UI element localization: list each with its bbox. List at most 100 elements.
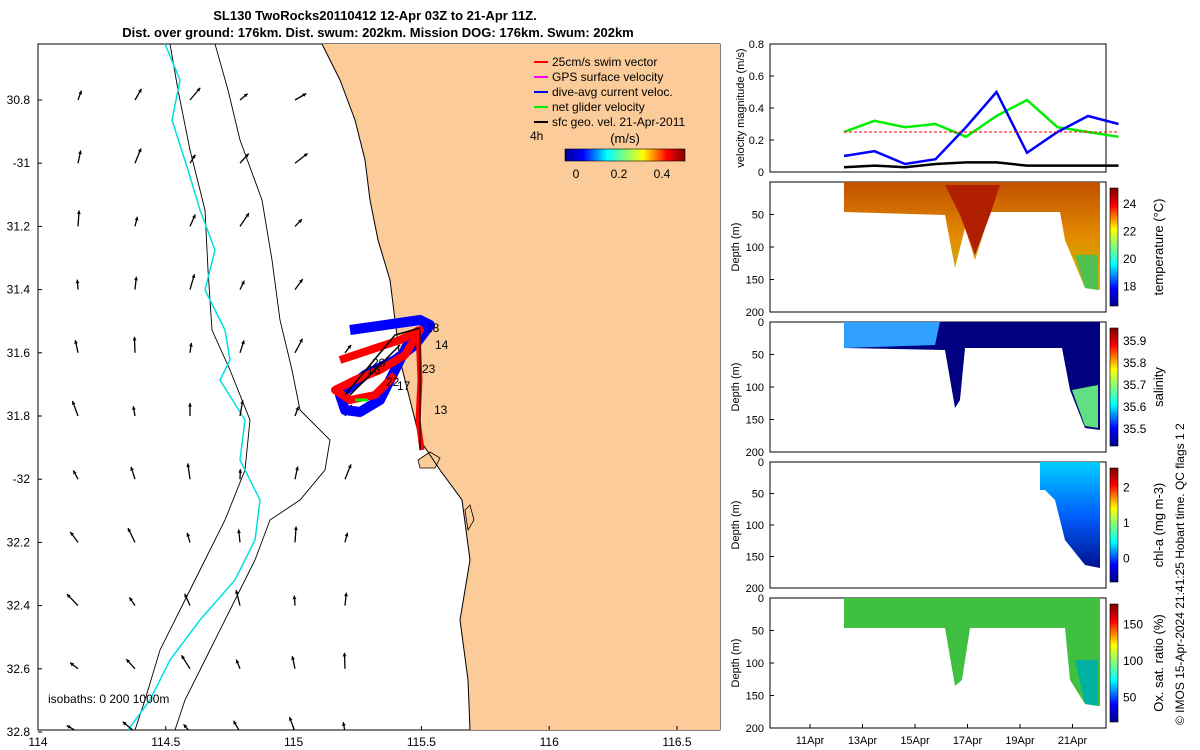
velocity-series-line (843, 98, 1119, 139)
velocity-arrowhead (132, 336, 137, 341)
depth-ytick: 100 (746, 242, 764, 254)
panel-colorbar (1109, 327, 1119, 447)
lat-tick-label: 31.2 (7, 219, 31, 233)
speed-colorbar (564, 148, 686, 162)
velocity-arrowhead (299, 338, 303, 343)
salinity-surface-patch (844, 322, 940, 348)
cyan-isobath (127, 44, 261, 730)
depth-section-fill (844, 598, 1100, 706)
depth-ytick: 0 (758, 593, 764, 605)
colorbar-tick-label: 0 (1123, 551, 1130, 565)
velocity-arrowhead (76, 210, 81, 215)
velocity-arrowhead (240, 400, 245, 405)
colorbar-title: chl-a (mg m-3) (1151, 483, 1166, 568)
legend-tag: 4h (530, 129, 543, 143)
depth-ylabel: Depth (m) (730, 501, 742, 550)
colorbar-tick-label: 35.7 (1123, 378, 1147, 392)
velocity-arrowhead (73, 470, 77, 475)
lat-tick-label: 32.6 (7, 662, 31, 676)
velocity-arrowhead (235, 659, 240, 664)
colorbar-tick-label: 150 (1123, 617, 1143, 631)
velocity-panel-frame (769, 43, 1107, 173)
velocity-arrowhead (344, 592, 348, 597)
date-tick-label: 13Apr (848, 735, 878, 747)
velocity-arrowhead (288, 716, 293, 721)
date-tick-label: 17Apr (953, 735, 983, 747)
velocity-arrowhead (134, 276, 138, 281)
colorbar-tick-label: 2 (1123, 481, 1130, 495)
velocity-arrowhead (293, 526, 298, 531)
colorbar-tick-label: 35.5 (1123, 422, 1147, 436)
velocity-arrowhead (137, 148, 142, 153)
date-tick-label: 21Apr (1058, 735, 1088, 747)
depth-ylabel: Depth (m) (730, 363, 742, 412)
depth-ytick: 150 (746, 275, 764, 287)
colorbar-tick: 0 (573, 167, 580, 181)
colorbar-tick-label: 35.6 (1123, 400, 1147, 414)
colorbar-tick-label: 50 (1123, 691, 1137, 705)
island-land (417, 451, 475, 532)
velocity-arrowhead (347, 344, 352, 349)
colorbar-tick: 0.2 (611, 167, 628, 181)
lon-tick-label: 115 (284, 735, 303, 749)
velocity-arrowhead (299, 279, 303, 284)
velocity-ytick: 0.8 (749, 39, 764, 51)
colorbar-tick-label: 24 (1123, 197, 1137, 211)
colorbar-tick: 0.4 (654, 167, 671, 181)
land-area (322, 44, 720, 730)
velocity-arrowhead (196, 87, 201, 92)
velocity-arrowhead (78, 90, 83, 95)
salinity-deep-patch (1072, 385, 1098, 428)
depth-ytick: 50 (752, 210, 764, 222)
lat-tick-label: -31 (13, 156, 31, 170)
panel-colorbar (1109, 603, 1119, 723)
cool-water-patch (1075, 255, 1098, 290)
lat-tick-label: 32.2 (7, 535, 31, 549)
lon-tick-label: 114 (28, 735, 47, 749)
depth-ytick: 200 (746, 583, 764, 595)
velocity-ytick: 0.6 (749, 71, 764, 83)
date-tick-label: 15Apr (900, 735, 930, 747)
velocity-arrowhead (129, 597, 133, 602)
day-label-18: 18 (426, 321, 440, 335)
velocity-arrowhead (245, 213, 249, 218)
velocity-arrowhead (191, 274, 196, 279)
lon-tick-label: 114.5 (151, 735, 180, 749)
velocity-arrowhead (138, 88, 142, 93)
colorbar-tick-label: 18 (1123, 279, 1137, 293)
depth-ytick: 100 (746, 382, 764, 394)
velocity-arrowhead (66, 725, 71, 729)
lon-tick-label: 116 (540, 735, 559, 749)
copyright-note: © IMOS 15-Apr-2024 21:41:25 Hobart time.… (1173, 423, 1187, 725)
glider-track (331, 315, 435, 451)
oxygen-deep-patch (1075, 660, 1098, 706)
velocity-arrowhead (347, 464, 352, 469)
velocity-arrowhead (189, 342, 193, 347)
colorbar-tick-label: 22 (1123, 224, 1137, 238)
velocity-arrowhead (298, 219, 302, 224)
lat-tick-label: 32.4 (7, 599, 31, 613)
colorbar-title: temperature (°C) (1151, 199, 1166, 296)
velocity-arrowhead (127, 528, 132, 533)
legend-label: net glider velocity (552, 100, 645, 114)
depth-ytick: 50 (752, 626, 764, 638)
velocity-arrowhead (66, 594, 71, 598)
colorbar-unit: (m/s) (610, 131, 640, 146)
velocity-arrowhead (303, 153, 308, 158)
legend-label: dive-avg current veloc. (552, 85, 673, 99)
depth-section-fill (844, 322, 1100, 430)
lon-tick-label: 115.5 (407, 735, 436, 749)
date-tick-label: 19Apr (1005, 735, 1035, 747)
velocity-arrowhead (244, 153, 249, 158)
lat-tick-label: 32.8 (7, 725, 31, 739)
velocity-arrowhead (302, 93, 307, 97)
depth-ytick: 150 (746, 691, 764, 703)
velocity-arrowhead (295, 406, 300, 411)
colorbar-tick-label: 35.8 (1123, 356, 1147, 370)
velocity-arrowhead (291, 656, 295, 660)
day-label-17: 17 (397, 379, 411, 393)
velocity-arrowhead (237, 529, 241, 534)
day-label-20: 20 (372, 356, 386, 370)
